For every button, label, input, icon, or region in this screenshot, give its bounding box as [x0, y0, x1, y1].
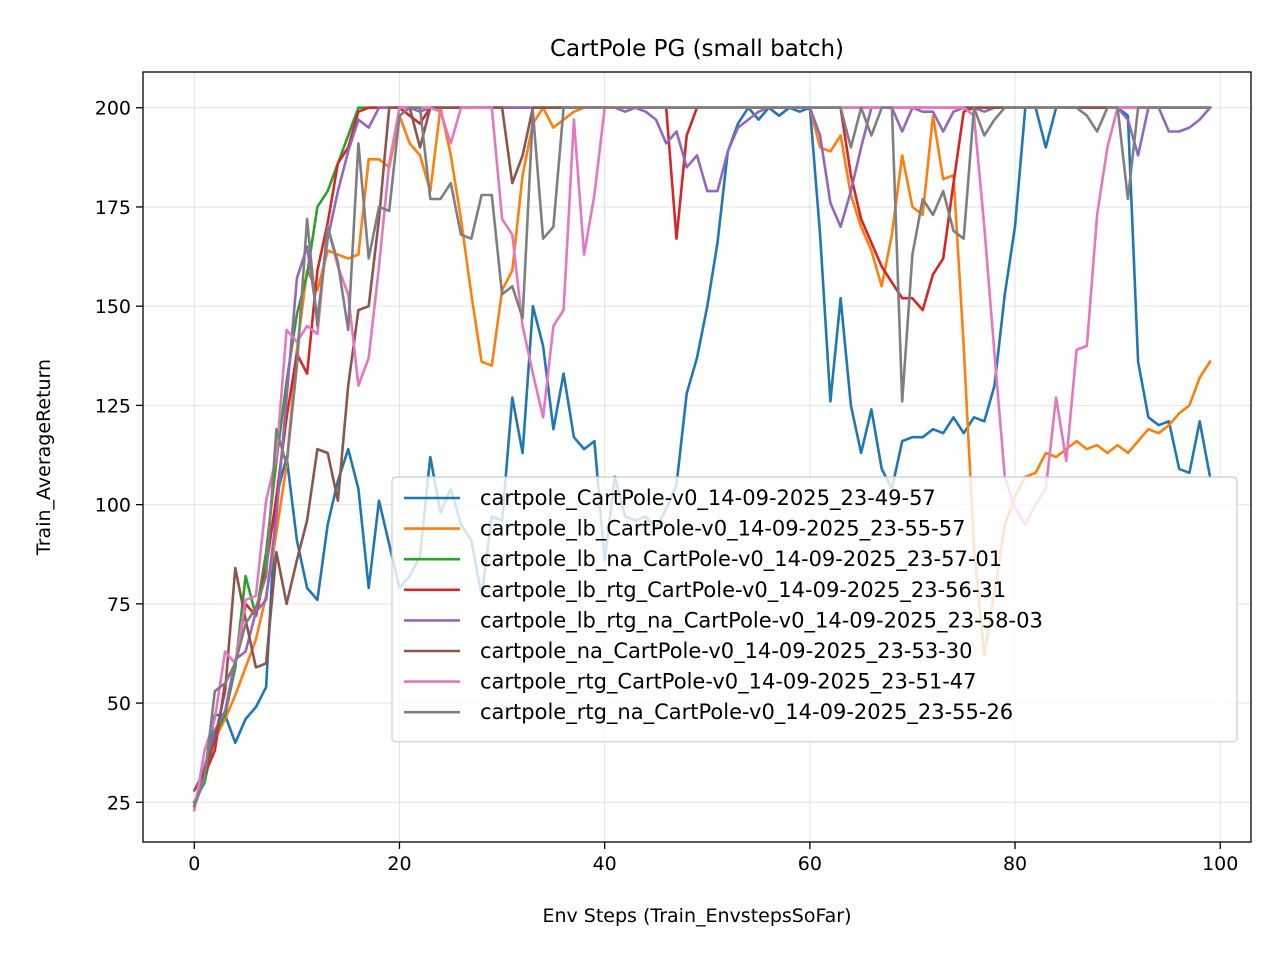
y-tick-label: 175 — [95, 197, 131, 219]
plot-frame — [142, 71, 1252, 843]
x-tick-label: 100 — [1202, 853, 1238, 875]
legend: cartpole_CartPole-v0_14-09-2025_23-49-57… — [391, 476, 1238, 743]
series-line-0 — [192, 106, 1212, 808]
chart-title: CartPole PG (small batch) — [550, 36, 844, 62]
x-axis-label: Env Steps (Train_EnvstepsSoFar) — [542, 905, 851, 927]
legend-label-3: cartpole_lb_rtg_CartPole-v0_14-09-2025_2… — [480, 578, 1006, 603]
legend-label-7: cartpole_rtg_na_CartPole-v0_14-09-2025_2… — [480, 700, 1013, 725]
x-tick-label: 60 — [798, 853, 822, 875]
y-axis-label: Train_AverageReturn — [33, 359, 55, 556]
y-tick-label: 50 — [107, 693, 131, 715]
legend-label-4: cartpole_lb_rtg_na_CartPole-v0_14-09-202… — [480, 608, 1043, 633]
y-tick-label: 125 — [95, 395, 131, 417]
x-tick-label: 0 — [188, 853, 200, 875]
x-axis: 0 20 40 60 80 100 — [188, 842, 1238, 875]
series-lines — [192, 105, 1212, 812]
x-tick-label: 80 — [1003, 853, 1027, 875]
x-tick-label: 20 — [387, 853, 411, 875]
series-line-7 — [192, 106, 1212, 808]
y-tick-label: 75 — [107, 594, 131, 616]
y-tick-label: 150 — [95, 296, 131, 318]
legend-label-0: cartpole_CartPole-v0_14-09-2025_23-49-57 — [480, 486, 936, 511]
legend-label-5: cartpole_na_CartPole-v0_14-09-2025_23-53… — [480, 639, 972, 664]
y-tick-label: 200 — [95, 98, 131, 120]
y-axis: 25 50 75 100 125 150 175 200 — [95, 98, 143, 814]
legend-label-1: cartpole_lb_CartPole-v0_14-09-2025_23-55… — [480, 517, 965, 542]
legend-label-2: cartpole_lb_na_CartPole-v0_14-09-2025_23… — [480, 547, 1002, 572]
legend-label-6: cartpole_rtg_CartPole-v0_14-09-2025_23-5… — [480, 670, 977, 695]
x-tick-label: 40 — [593, 853, 617, 875]
y-tick-label: 100 — [95, 495, 131, 517]
y-tick-label: 25 — [107, 792, 131, 814]
legend-box — [391, 476, 1238, 743]
